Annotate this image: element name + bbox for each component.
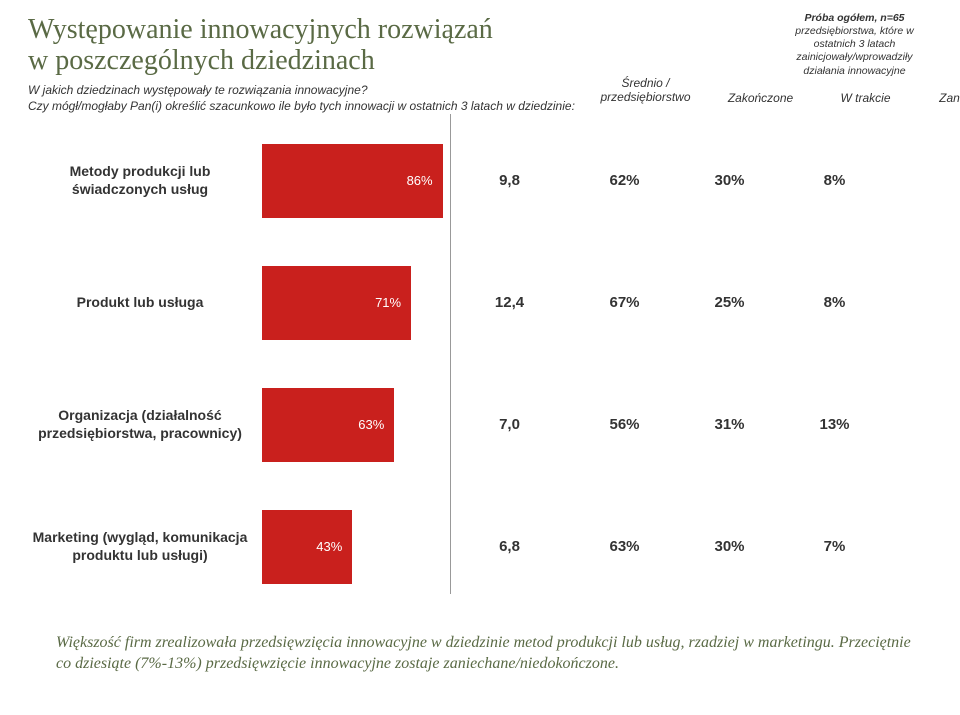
row-label: Marketing (wygląd, komunikacja produktu …	[28, 529, 262, 564]
row-values: 6,863%30%7%	[452, 538, 932, 555]
col-header-abandoned: Zaniechane	[913, 91, 960, 105]
bar-fill: 71%	[262, 266, 411, 340]
value-inprogress: 25%	[682, 294, 777, 311]
value-done: 56%	[567, 416, 682, 433]
row-values: 7,056%31%13%	[452, 416, 932, 433]
sample-note-bold: Próba ogółem, n=65	[804, 12, 904, 24]
row-values: 9,862%30%8%	[452, 172, 932, 189]
col-header-avg: Średnio / przedsiębiorstwo	[588, 76, 703, 105]
row-label: Produkt lub usługa	[28, 294, 262, 312]
question-2: Czy mógł/mogłaby Pan(i) określić szacunk…	[28, 99, 588, 114]
bar-pct-label: 63%	[358, 417, 384, 432]
bar-pct-label: 43%	[316, 539, 342, 554]
value-done: 62%	[567, 172, 682, 189]
bar-track: 43%	[262, 510, 472, 584]
value-abandoned: 8%	[777, 294, 892, 311]
main-title: Występowanie innowacyjnych rozwiązań w p…	[28, 14, 588, 77]
value-abandoned: 13%	[777, 416, 892, 433]
value-done: 67%	[567, 294, 682, 311]
data-row: Metody produkcji lub świadczonych usług 8…	[28, 144, 932, 218]
title-line-2: w poszczególnych dziedzinach	[28, 45, 375, 76]
value-done: 63%	[567, 538, 682, 555]
bar-pct-label: 86%	[407, 173, 433, 188]
sample-note: Próba ogółem, n=65 przedsiębiorstwa, któ…	[777, 12, 932, 78]
value-inprogress: 30%	[682, 172, 777, 189]
value-abandoned: 8%	[777, 172, 892, 189]
data-row: Marketing (wygląd, komunikacja produktu …	[28, 510, 932, 584]
rows-area: Metody produkcji lub świadczonych usług 8…	[28, 144, 932, 584]
col-header-inprogress: W trakcie	[818, 91, 913, 105]
row-label: Metody produkcji lub świadczonych usług	[28, 163, 262, 198]
question-1: W jakich dziedzinach występowały te rozw…	[28, 83, 588, 97]
bar-track: 86%	[262, 144, 472, 218]
title-line-1: Występowanie innowacyjnych rozwiązań	[28, 14, 493, 45]
row-label: Organizacja (działalność przedsiębiorstw…	[28, 407, 262, 442]
value-abandoned: 7%	[777, 538, 892, 555]
row-values: 12,467%25%8%	[452, 294, 932, 311]
bar-track: 63%	[262, 388, 472, 462]
title-area: Występowanie innowacyjnych rozwiązań w p…	[28, 14, 588, 114]
bar-track: 71%	[262, 266, 472, 340]
data-row: Produkt lub usługa 71% 12,467%25%8%	[28, 266, 932, 340]
value-inprogress: 30%	[682, 538, 777, 555]
col-header-done: Zakończone	[703, 91, 818, 105]
sample-note-rest: przedsiębiorstwa, które w ostatnich 3 la…	[795, 25, 913, 76]
footer-conclusion: Większość firm zrealizowała przedsięwzię…	[28, 632, 932, 675]
bar-fill: 63%	[262, 388, 394, 462]
bar-pct-label: 71%	[375, 295, 401, 310]
data-row: Organizacja (działalność przedsiębiorstw…	[28, 388, 932, 462]
bar-fill: 43%	[262, 510, 352, 584]
value-inprogress: 31%	[682, 416, 777, 433]
bar-fill: 86%	[262, 144, 443, 218]
